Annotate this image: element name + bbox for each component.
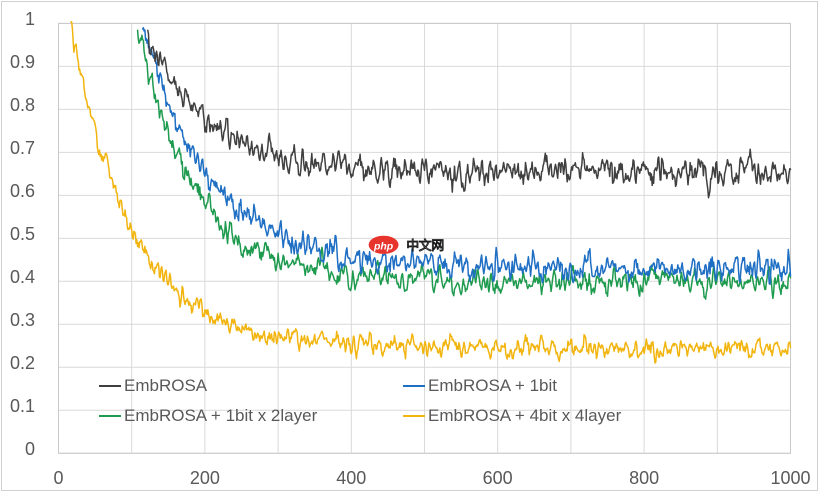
- svg-text:php: php: [373, 240, 394, 252]
- svg-text:中文网: 中文网: [406, 238, 444, 253]
